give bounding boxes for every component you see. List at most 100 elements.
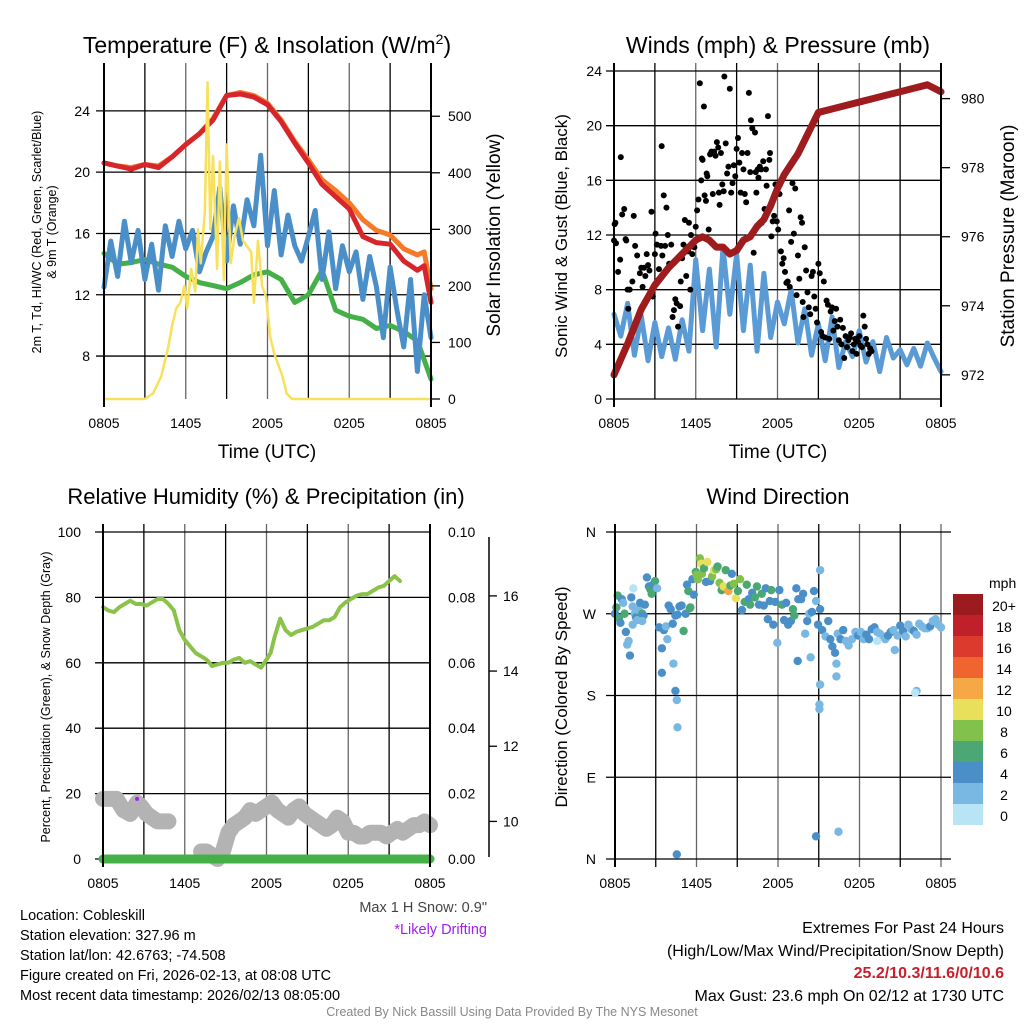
colorbar-label: 14	[996, 661, 1012, 677]
direction-point	[824, 616, 833, 626]
direction-point	[864, 634, 874, 644]
series-snow-depth	[95, 790, 177, 830]
gust-point	[677, 303, 684, 310]
colorbar-swatch	[953, 594, 983, 615]
station-info: Location: Cobleskill Station elevation: …	[20, 906, 340, 1006]
direction-tick-label: N	[586, 524, 596, 540]
gust-point	[634, 252, 641, 259]
direction-point	[742, 580, 751, 589]
gust-point	[796, 275, 803, 282]
gust-point	[662, 242, 669, 249]
x-tick-label: 0805	[599, 875, 630, 891]
gust-point	[758, 166, 765, 173]
gust-point	[789, 180, 796, 187]
snow-axis-label: 14	[503, 663, 519, 679]
gust-point	[797, 214, 804, 221]
gust-point	[726, 85, 733, 92]
direction-point	[673, 723, 682, 732]
direction-point	[807, 607, 817, 617]
humidity-axes: 0805 1405 2005 0205 0805 0 20 40 60 80 100 0.00 0.02…	[58, 524, 519, 891]
gust-point	[766, 156, 773, 163]
y-tick-label: 12	[74, 287, 90, 303]
direction-point	[767, 585, 776, 595]
direction-point	[650, 576, 660, 586]
gust-point	[664, 232, 671, 238]
gust-point	[713, 139, 720, 146]
gust-point	[709, 191, 716, 197]
winds-ylabel: Sonic Wind & Gust (Blue, Black)	[552, 114, 571, 358]
gust-point	[729, 180, 736, 187]
gust-point	[700, 103, 707, 110]
gust-point	[777, 248, 784, 255]
created-text: Figure created on Fri, 2026-02-13, at 08…	[20, 968, 332, 984]
direction-point	[703, 557, 712, 567]
direction-point	[729, 579, 739, 588]
gust-point	[843, 344, 850, 351]
direction-point	[936, 623, 946, 632]
x-tick-label: 0205	[333, 875, 364, 891]
gust-point	[764, 113, 771, 120]
gust-point	[663, 204, 670, 211]
gust-point	[687, 232, 694, 238]
gust-point	[702, 197, 709, 204]
temperature-panel: Temperature (F) & Insolation (W/m2) 0805…	[30, 31, 505, 463]
x-tick-label: 0805	[87, 875, 118, 891]
y-tick-label: 0	[73, 851, 81, 867]
gust-point	[799, 219, 806, 226]
direction-point	[629, 584, 638, 593]
direction-point	[910, 688, 920, 697]
direction-point	[652, 584, 662, 593]
gust-point	[807, 311, 814, 318]
gust-point	[694, 207, 701, 214]
direction-point	[832, 672, 841, 681]
direction-point	[657, 644, 667, 653]
direction-point	[731, 594, 741, 603]
gust-point	[830, 327, 837, 334]
y2-tick-label: 400	[448, 165, 472, 181]
x-tick-label: 1405	[680, 415, 711, 431]
gust-point	[820, 278, 827, 285]
latlon-text: Station lat/lon: 42.6763; -74.508	[20, 948, 226, 964]
series-solar-insolation	[102, 81, 433, 401]
gust-point	[734, 134, 741, 141]
direction-point	[647, 589, 656, 598]
colorbar-swatch	[953, 699, 983, 720]
direction-point	[666, 605, 675, 614]
gust-point	[704, 173, 711, 180]
x-tick-label: 0205	[844, 875, 875, 891]
gust-point	[838, 341, 845, 348]
colorbar-swatch	[953, 762, 983, 783]
gust-point	[655, 266, 662, 273]
snow-axis-label: 10	[503, 813, 519, 829]
series-td	[101, 250, 434, 382]
colorbar-swatch	[953, 804, 983, 825]
y-tick-label: 0	[594, 391, 602, 407]
gust-point	[755, 174, 762, 181]
gust-point	[725, 163, 732, 170]
insolation-ylabel: Solar Insolation (Yellow)	[484, 133, 505, 336]
direction-point	[733, 586, 743, 596]
gust-point	[648, 208, 655, 215]
direction-point	[661, 622, 671, 631]
direction-point	[735, 575, 745, 584]
x-tick-label: 1405	[169, 875, 200, 891]
gust-point	[669, 314, 676, 320]
direction-point	[686, 603, 695, 612]
drift-marker	[135, 796, 140, 801]
gust-point	[629, 278, 636, 285]
direction-point	[642, 573, 652, 582]
winds-series	[610, 73, 945, 379]
credit-text: Created By Nick Bassill Using Data Provi…	[326, 1005, 698, 1019]
y-tick-label: 40	[65, 720, 81, 736]
gust-point	[724, 170, 731, 177]
gust-point	[753, 189, 760, 196]
x-tick-label: 0805	[88, 415, 119, 431]
gust-point	[762, 166, 769, 173]
y2-tick-label: 0.02	[448, 786, 475, 802]
speed-colorbar: mph 20+ 18 16 14 12 10 8 6 4 2 0	[953, 575, 1016, 825]
gust-point	[833, 305, 840, 312]
direction-point	[901, 632, 910, 641]
gust-point	[868, 348, 875, 355]
